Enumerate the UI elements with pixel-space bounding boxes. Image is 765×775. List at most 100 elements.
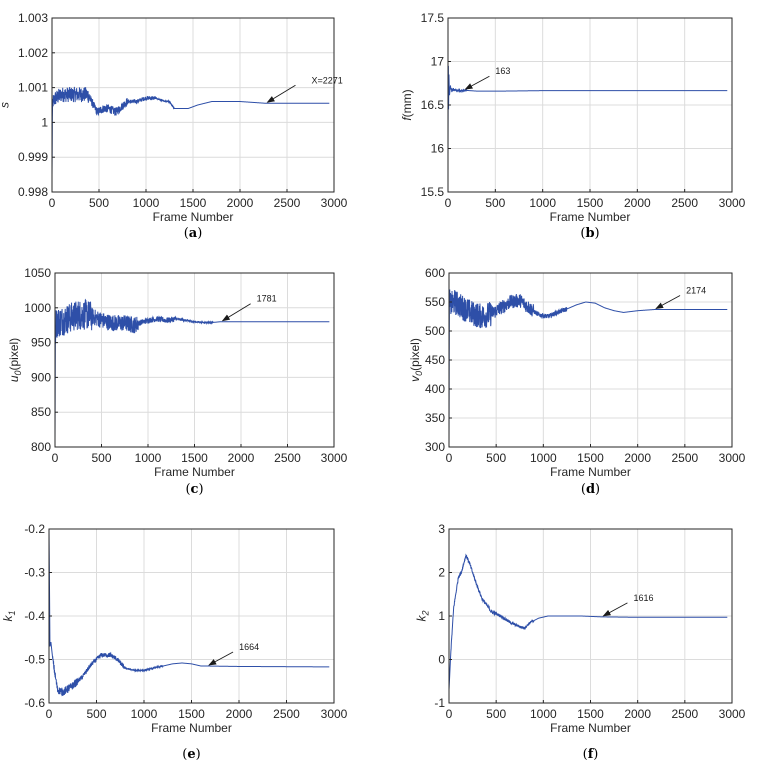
series-line-a	[51, 86, 330, 176]
x-tick-label: 1500	[577, 451, 604, 465]
y-tick-label: 550	[425, 295, 445, 309]
y-tick-label: 850	[31, 405, 51, 419]
y-tick-label: 1000	[24, 301, 51, 315]
y-axis-label: v0(pixel)	[408, 338, 424, 382]
x-axis-label: Frame Number	[151, 721, 232, 735]
x-tick-label: 0	[446, 451, 453, 465]
annotation-label: 163	[495, 66, 510, 76]
x-tick-label: 2000	[624, 707, 651, 721]
y-axis-label: k2	[415, 610, 431, 621]
x-tick-label: 1000	[135, 451, 162, 465]
x-tick-label: 1000	[529, 196, 556, 210]
x-tick-label: 1500	[577, 707, 604, 721]
x-tick-label: 0	[446, 707, 453, 721]
annotation-arrow	[221, 303, 251, 322]
x-axis-label: Frame Number	[154, 465, 235, 479]
y-tick-label: 950	[31, 336, 51, 350]
series-line-d	[448, 289, 728, 448]
x-tick-label: 1000	[530, 451, 557, 465]
y-tick-label: 1.003	[18, 11, 48, 25]
series-line-c	[54, 298, 330, 441]
x-tick-label: 1500	[181, 451, 208, 465]
y-tick-label: 0.998	[18, 185, 48, 199]
series-line-f	[448, 553, 728, 690]
y-tick-label: 400	[425, 382, 445, 396]
y-axis-label: k1	[1, 610, 17, 621]
y-tick-label: 0	[438, 653, 445, 667]
annotation-arrow	[602, 602, 628, 617]
y-tick-label: 15.5	[421, 185, 445, 199]
y-tick-label: 350	[425, 411, 445, 425]
y-tick-label: 600	[425, 266, 445, 280]
annotation-label: 2174	[686, 286, 706, 296]
x-tick-label: 0	[46, 707, 53, 721]
y-tick-label: 300	[425, 440, 445, 454]
y-tick-label: 16	[431, 142, 445, 156]
x-tick-label: 3000	[321, 196, 348, 210]
y-axis-label: s	[0, 102, 12, 108]
y-tick-label: 800	[31, 440, 51, 454]
subplot-b: 0 500 1000 1500 2000 2500 3000 15.5 16 16.5 17 17.5…	[400, 11, 745, 241]
x-tick-label: 500	[485, 196, 505, 210]
x-tick-label: 2500	[273, 707, 300, 721]
x-tick-label: 3000	[719, 451, 746, 465]
x-tick-label: 3000	[719, 196, 746, 210]
x-tick-label: 3000	[719, 707, 746, 721]
x-axis-label: Frame Number	[550, 721, 631, 735]
x-tick-label: 0	[445, 196, 452, 210]
annotation-label: 1664	[239, 642, 259, 652]
annotation-label: X=2271	[311, 75, 342, 85]
y-tick-label: 16.5	[421, 98, 445, 112]
x-tick-label: 3000	[321, 707, 348, 721]
x-tick-label: 2000	[228, 451, 255, 465]
subplot-e: 0 500 1000 1500 2000 2500 3000 -0.6 -0.5 -0.4 -0.3…	[1, 522, 347, 762]
y-tick-label: 500	[425, 324, 445, 338]
y-tick-label: 1	[438, 609, 445, 623]
y-tick-label: 17	[431, 55, 445, 69]
x-tick-label: 0	[52, 451, 59, 465]
panel-caption: (d)	[581, 482, 600, 497]
panel-caption: (c)	[185, 482, 203, 497]
x-tick-label: 2500	[274, 196, 301, 210]
x-tick-label: 1500	[577, 196, 604, 210]
x-tick-label: 1000	[131, 707, 158, 721]
y-tick-label: -0.6	[24, 696, 45, 710]
series-line-b	[447, 65, 728, 158]
x-tick-label: 2500	[671, 196, 698, 210]
annotation-arrow	[655, 295, 681, 310]
x-tick-label: 1500	[178, 707, 205, 721]
x-tick-label: 500	[486, 451, 506, 465]
annotation-arrow	[266, 84, 296, 103]
x-tick-label: 2500	[671, 707, 698, 721]
x-axis-label: Frame Number	[153, 210, 234, 224]
y-tick-label: 1050	[24, 266, 51, 280]
y-tick-label: -0.5	[24, 653, 45, 667]
subplot-d: 0 500 1000 1500 2000 2500 3000 300 350 400 450 500 5…	[408, 266, 746, 497]
y-tick-label: 1.001	[18, 81, 48, 95]
panel-caption: (b)	[580, 226, 599, 241]
y-tick-label: 0.999	[18, 150, 48, 164]
y-tick-label: -0.2	[24, 522, 45, 536]
subplot-c: 0 500 1000 1500 2000 2500 3000 800 850 900 950 1000…	[7, 266, 347, 497]
y-tick-label: 1	[41, 115, 48, 129]
x-tick-label: 0	[49, 196, 56, 210]
y-tick-label: 17.5	[421, 11, 445, 25]
y-tick-label: 900	[31, 370, 51, 384]
x-tick-label: 500	[486, 707, 506, 721]
y-axis-label: u0(pixel)	[7, 338, 23, 382]
x-tick-label: 2000	[624, 196, 651, 210]
y-tick-label: 1.002	[18, 46, 48, 60]
x-tick-label: 500	[89, 196, 109, 210]
annotation-label: 1781	[257, 294, 277, 304]
y-tick-label: 450	[425, 353, 445, 367]
x-tick-label: 3000	[321, 451, 348, 465]
panel-caption: (e)	[182, 747, 200, 762]
annotation-arrow	[208, 651, 234, 666]
y-tick-label: 2	[438, 566, 445, 580]
annotation-label: 1616	[633, 593, 653, 603]
subplot-a: 0 500 1000 1500 2000 2500 3000 0.998 0.999 1 1.001…	[0, 11, 348, 241]
x-tick-label: 2000	[227, 196, 254, 210]
y-tick-label: -1	[434, 696, 445, 710]
y-tick-label: -0.4	[24, 609, 45, 623]
